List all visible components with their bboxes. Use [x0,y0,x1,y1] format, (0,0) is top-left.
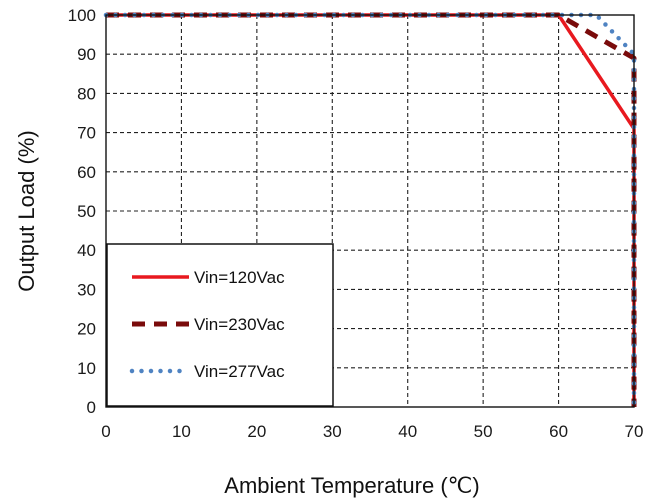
legend-label: Vin=277Vac [194,362,285,381]
y-tick-label: 60 [77,163,96,182]
x-axis-title: Ambient Temperature (℃) [224,473,479,498]
y-tick-label: 0 [87,398,96,417]
x-tick-label: 0 [101,422,110,441]
legend: Vin=120Vac Vin=230Vac Vin=277Vac [106,243,334,407]
x-tick-label: 20 [247,422,266,441]
y-tick-label: 30 [77,280,96,299]
y-tick-label: 70 [77,124,96,143]
y-tick-label: 20 [77,320,96,339]
x-tick-label: 60 [549,422,568,441]
y-tick-label: 50 [77,202,96,221]
y-tick-label: 90 [77,45,96,64]
legend-label: Vin=230Vac [194,315,285,334]
y-tick-label: 100 [68,6,96,25]
x-tick-labels: 0 10 20 30 40 50 60 70 [101,422,643,441]
plot-border [105,14,635,408]
x-tick-label: 10 [172,422,191,441]
y-tick-labels: 0 10 20 30 40 50 60 70 80 90 100 [68,6,96,417]
y-tick-label: 80 [77,84,96,103]
x-tick-label: 30 [323,422,342,441]
legend-label: Vin=120Vac [194,268,285,287]
x-tick-label: 50 [474,422,493,441]
y-axis-title: Output Load (%) [14,130,39,291]
x-tick-label: 70 [625,422,644,441]
y-tick-label: 10 [77,359,96,378]
x-tick-label: 40 [398,422,417,441]
y-tick-label: 40 [77,241,96,260]
